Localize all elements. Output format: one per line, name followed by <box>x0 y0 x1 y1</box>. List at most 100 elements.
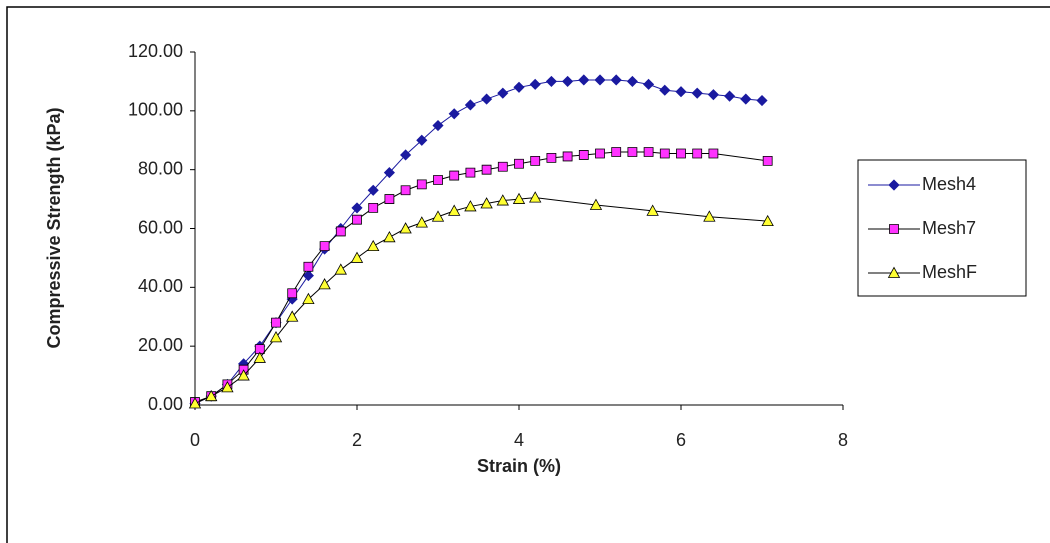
data-point <box>529 191 542 203</box>
data-point <box>578 74 590 86</box>
data-point <box>659 148 670 159</box>
data-point <box>762 155 773 166</box>
data-point <box>676 148 686 159</box>
data-point <box>318 278 331 290</box>
data-point <box>400 185 411 196</box>
data-point <box>400 149 412 161</box>
data-point <box>578 150 589 160</box>
data-point <box>627 147 638 157</box>
y-tick-label: 120.00 <box>128 41 183 61</box>
data-point <box>416 179 427 190</box>
data-point <box>367 184 379 196</box>
x-tick-label: 2 <box>352 430 362 450</box>
x-tick-label: 6 <box>676 430 686 450</box>
data-point <box>707 89 719 101</box>
data-point <box>416 134 428 146</box>
data-point <box>659 84 671 96</box>
data-point <box>480 197 493 209</box>
y-tick-label: 0.00 <box>148 394 183 414</box>
data-point <box>448 204 461 216</box>
data-point <box>595 148 605 159</box>
data-point <box>481 164 492 175</box>
x-tick-label: 0 <box>190 430 200 450</box>
data-point <box>271 317 281 328</box>
data-point <box>611 147 622 157</box>
data-point <box>513 81 525 93</box>
series-line <box>194 151 768 403</box>
data-point <box>433 175 443 185</box>
data-point <box>383 230 396 243</box>
data-point <box>302 270 314 282</box>
legend-label: Mesh4 <box>922 174 976 194</box>
data-point <box>692 148 703 159</box>
data-point <box>302 292 315 305</box>
data-point <box>545 75 557 87</box>
data-point <box>286 310 299 322</box>
data-point <box>448 108 460 120</box>
data-point <box>384 194 395 204</box>
data-point <box>496 194 509 206</box>
data-point <box>589 198 603 210</box>
data-point <box>431 210 445 222</box>
legend-label: Mesh7 <box>922 218 976 238</box>
data-point <box>514 158 524 169</box>
data-point <box>497 87 509 99</box>
data-point <box>594 74 606 86</box>
data-point <box>350 251 364 263</box>
data-point <box>464 200 477 212</box>
data-point <box>269 331 283 343</box>
legend-marker <box>888 179 900 191</box>
data-point <box>562 75 574 87</box>
data-point <box>303 261 314 272</box>
data-point <box>254 344 265 355</box>
data-point <box>367 239 380 252</box>
data-point <box>188 397 202 409</box>
data-point <box>708 148 719 159</box>
data-point <box>368 203 379 213</box>
x-tick-label: 4 <box>514 430 524 450</box>
data-point <box>383 167 395 179</box>
data-point <box>334 263 347 275</box>
x-axis-label: Strain (%) <box>477 456 561 476</box>
data-point <box>351 202 363 214</box>
data-point <box>335 226 346 237</box>
y-tick-label: 80.00 <box>138 158 183 178</box>
data-point <box>610 74 622 86</box>
y-tick-label: 40.00 <box>138 276 183 296</box>
data-point <box>530 155 541 166</box>
x-tick-label: 8 <box>838 430 848 450</box>
data-point <box>497 161 508 172</box>
data-point <box>512 192 526 204</box>
data-point <box>399 222 412 234</box>
data-point <box>237 369 250 381</box>
y-tick-label: 20.00 <box>138 335 183 355</box>
data-point <box>221 381 234 393</box>
data-point <box>481 93 493 105</box>
data-point <box>643 147 654 157</box>
data-point <box>646 204 659 216</box>
data-point <box>352 214 362 225</box>
data-point <box>464 99 476 111</box>
legend-label: MeshF <box>922 262 977 282</box>
legend-marker <box>889 224 899 234</box>
data-point <box>626 75 638 87</box>
data-point <box>703 210 716 222</box>
y-axis-label: Compressive Strength (kPa) <box>44 107 64 348</box>
data-point <box>756 94 768 107</box>
data-point <box>529 78 541 90</box>
data-point <box>415 216 428 228</box>
data-point <box>761 214 774 227</box>
data-point <box>675 86 687 98</box>
data-point <box>465 167 476 178</box>
data-point <box>546 152 557 163</box>
y-tick-label: 60.00 <box>138 217 183 237</box>
data-point <box>562 151 573 162</box>
data-point <box>449 170 460 181</box>
data-point <box>253 351 266 363</box>
data-point <box>319 241 330 252</box>
data-point <box>691 87 703 99</box>
data-point <box>287 288 298 299</box>
data-point <box>724 90 736 102</box>
legend-marker <box>887 266 901 278</box>
